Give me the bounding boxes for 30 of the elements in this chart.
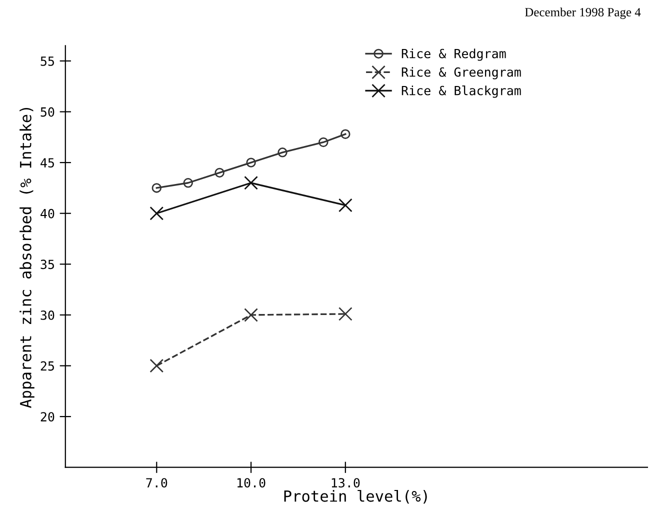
legend-label: Rice & Redgram — [402, 48, 506, 61]
y-tick-label: 20 — [40, 412, 54, 422]
point — [150, 206, 164, 220]
point — [338, 307, 352, 321]
legend-label: Rice & Blackgram — [402, 86, 521, 98]
point — [246, 158, 256, 168]
point — [338, 198, 352, 212]
y-tick-label: 45 — [40, 158, 54, 168]
y-tick-label: 25 — [40, 361, 54, 371]
x-tick-label: 10.0 — [237, 478, 266, 488]
point — [150, 358, 164, 373]
point — [318, 137, 328, 148]
y-tick-label: 30 — [40, 310, 54, 320]
y-tick-label: 50 — [40, 107, 54, 117]
point — [152, 183, 162, 193]
point — [340, 129, 350, 139]
y-tick-label: 35 — [40, 260, 54, 270]
point — [244, 308, 258, 322]
point — [183, 178, 193, 188]
x-tick-label: 7.0 — [146, 478, 168, 488]
y-tick-label: 40 — [40, 208, 54, 218]
y-axis-title: Apparent zinc absorbed (% Intake) — [20, 108, 34, 408]
point — [214, 168, 224, 178]
point — [278, 148, 288, 158]
text: December 1998 Page 4 — [525, 8, 641, 19]
x-tick-label: 13.0 — [332, 478, 360, 488]
legend-label: Rice & Greengram — [402, 67, 521, 80]
point — [244, 176, 258, 190]
x-axis-title: Protein level(%) — [284, 490, 427, 504]
y-tick-label: 55 — [40, 56, 54, 66]
